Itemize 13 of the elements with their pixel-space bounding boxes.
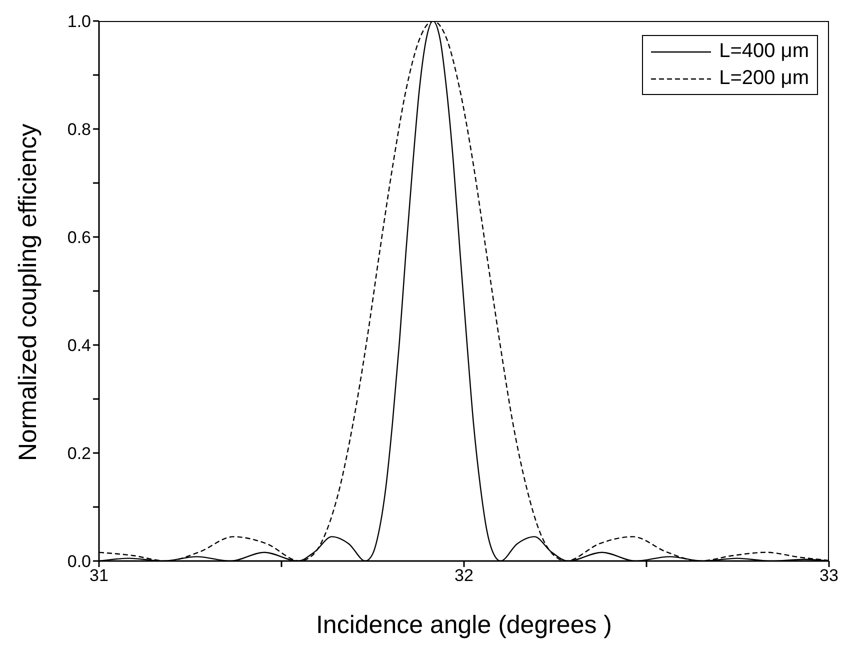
y-tick-label: 0.8 — [67, 120, 91, 140]
x-axis-title: Incidence angle (degrees ) — [316, 611, 612, 639]
y-tick-label: 0.2 — [67, 444, 91, 464]
legend-label: L=400 μm — [719, 39, 809, 64]
x-tick-label: 32 — [454, 566, 474, 586]
y-axis-title: Normalized coupling efficiency — [14, 123, 42, 461]
y-tick-label: 0.6 — [67, 228, 91, 248]
x-tick-label: 33 — [820, 566, 838, 586]
y-tick-label: 0.4 — [67, 336, 91, 356]
x-tick-label: 31 — [90, 566, 108, 586]
y-tick-label: 0.0 — [67, 552, 91, 572]
legend-label: L=200 μm — [719, 66, 809, 91]
y-tick-label: 1.0 — [67, 12, 91, 32]
